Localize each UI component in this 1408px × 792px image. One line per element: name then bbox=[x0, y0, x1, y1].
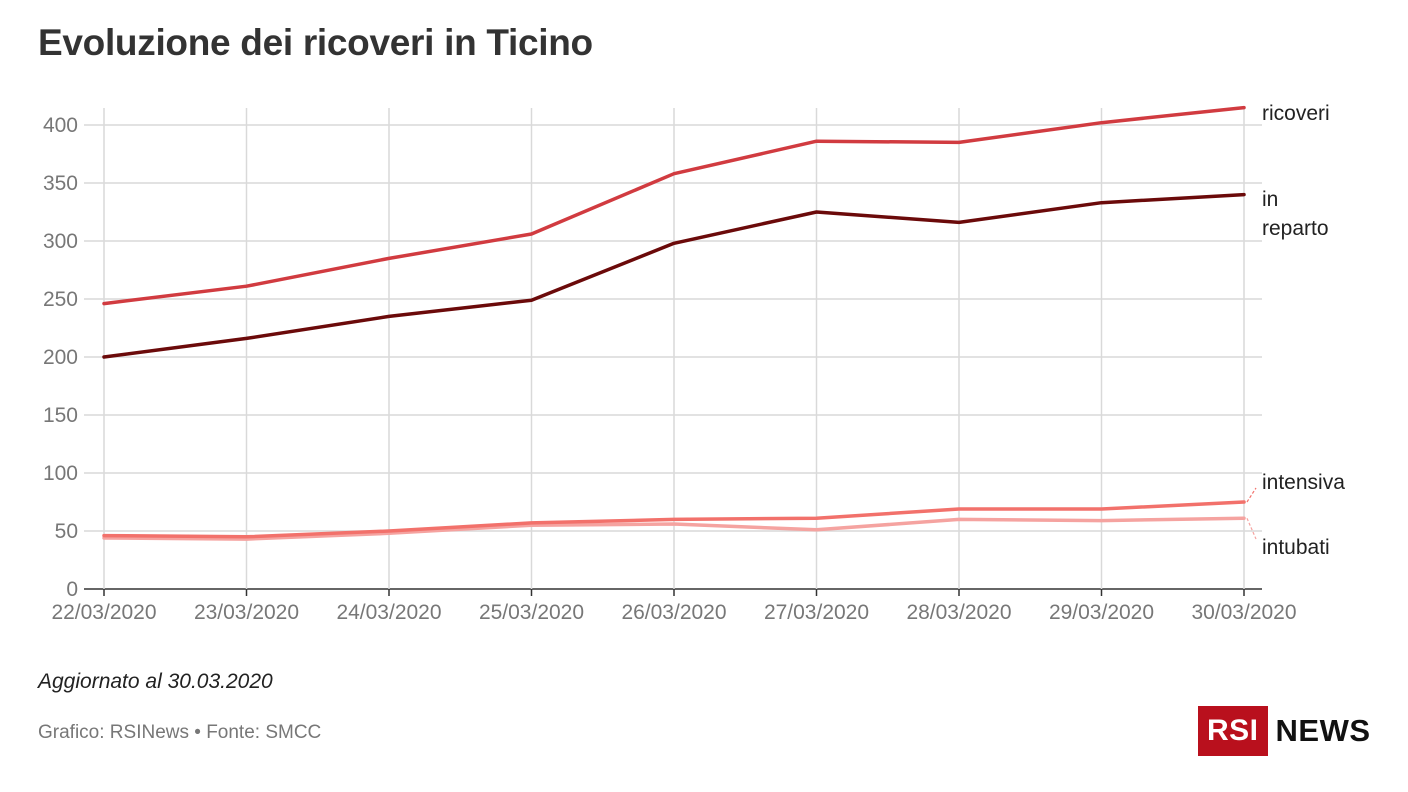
y-tick-label: 200 bbox=[43, 346, 78, 369]
x-tick-label: 30/03/2020 bbox=[1191, 601, 1296, 624]
y-axis-ticks: 0 50 100 150 200 250 300 350 400 bbox=[43, 114, 78, 601]
label-leader-line bbox=[1246, 487, 1257, 503]
chart-title: Evoluzione dei ricoveri in Ticino bbox=[38, 22, 593, 63]
x-tick-label: 22/03/2020 bbox=[51, 601, 156, 624]
series-line-in-reparto bbox=[102, 192, 1246, 359]
x-tick-label: 28/03/2020 bbox=[906, 601, 1011, 624]
series-lines bbox=[102, 105, 1246, 541]
y-tick-label: 300 bbox=[43, 230, 78, 253]
series-label-line: intensiva bbox=[1262, 471, 1345, 494]
source-credit: Grafico: RSINews • Fonte: SMCC bbox=[38, 722, 322, 743]
x-tick-label: 23/03/2020 bbox=[194, 601, 299, 624]
y-tick-label: 250 bbox=[43, 288, 78, 311]
x-tick-label: 27/03/2020 bbox=[764, 601, 869, 624]
rsi-news-logo: RSI NEWS bbox=[1198, 706, 1371, 756]
y-tick-label: 0 bbox=[66, 578, 78, 601]
x-tick-label: 29/03/2020 bbox=[1049, 601, 1154, 624]
y-tick-label: 50 bbox=[55, 520, 78, 543]
series-line-intubati bbox=[102, 516, 1246, 541]
logo-suffix: NEWS bbox=[1275, 713, 1371, 748]
x-tick-label: 26/03/2020 bbox=[621, 601, 726, 624]
x-tick-label: 24/03/2020 bbox=[336, 601, 441, 624]
y-tick-label: 350 bbox=[43, 172, 78, 195]
series-label-intubati: intubati bbox=[1262, 536, 1330, 559]
x-axis-ticks: 22/03/2020 23/03/2020 24/03/2020 25/03/2020… bbox=[51, 601, 1296, 624]
x-tick-label: 25/03/2020 bbox=[479, 601, 584, 624]
series-label-in-reparto: in reparto bbox=[1262, 188, 1329, 240]
grid-lines bbox=[84, 108, 1262, 596]
logo-brand: RSI bbox=[1198, 706, 1268, 756]
series-line-intensiva bbox=[102, 500, 1246, 539]
update-note: Aggiornato al 30.03.2020 bbox=[38, 670, 273, 693]
series-label-line: intubati bbox=[1262, 536, 1330, 559]
series-labels: ricoveri in reparto intensiva intubati bbox=[1246, 102, 1345, 559]
series-line-ricoveri bbox=[102, 105, 1246, 306]
series-label-line: in bbox=[1262, 188, 1278, 211]
series-label-ricoveri: ricoveri bbox=[1262, 102, 1330, 125]
y-tick-label: 150 bbox=[43, 404, 78, 427]
series-label-line: reparto bbox=[1262, 217, 1329, 240]
series-label-line: ricoveri bbox=[1262, 102, 1330, 125]
series-label-intensiva: intensiva bbox=[1262, 471, 1345, 494]
label-leader-line bbox=[1246, 518, 1257, 540]
y-tick-label: 100 bbox=[43, 462, 78, 485]
y-tick-label: 400 bbox=[43, 114, 78, 137]
